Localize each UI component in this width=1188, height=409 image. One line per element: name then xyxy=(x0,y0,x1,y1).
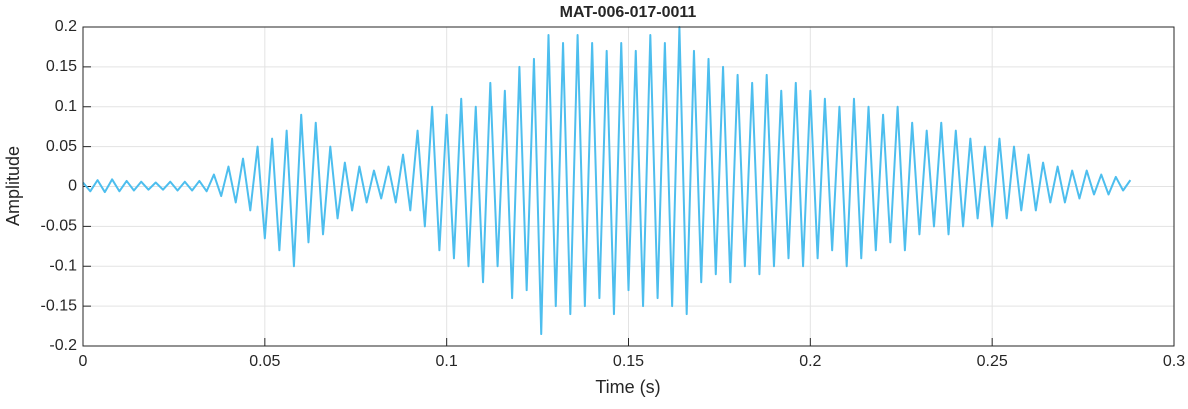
y-tick-label: 0.2 xyxy=(55,18,77,35)
y-tick-label: 0.05 xyxy=(46,138,77,155)
x-tick-label: 0.15 xyxy=(613,353,644,370)
chart-title: MAT-006-017-0011 xyxy=(560,4,697,21)
x-tick-label: 0 xyxy=(79,353,88,370)
x-tick-label: 0.3 xyxy=(1163,353,1185,370)
x-tick-label: 0.05 xyxy=(249,353,280,370)
x-tick-label: 0.1 xyxy=(436,353,458,370)
y-tick-label: 0 xyxy=(68,178,77,195)
x-tick-label: 0.2 xyxy=(799,353,821,370)
y-tick-label: 0.1 xyxy=(55,98,77,115)
signal-line xyxy=(82,26,1132,336)
y-tick-label: -0.15 xyxy=(41,297,78,314)
x-axis-label: Time (s) xyxy=(595,377,660,397)
plot-frame xyxy=(82,26,1175,347)
y-axis-label: Amplitude xyxy=(3,146,23,226)
y-tick-label: -0.2 xyxy=(49,337,77,354)
y-tick-label: -0.05 xyxy=(41,218,78,235)
y-tick-label: -0.1 xyxy=(49,257,77,274)
x-tick-label: 0.25 xyxy=(977,353,1008,370)
y-tick-label: 0.15 xyxy=(46,58,77,75)
